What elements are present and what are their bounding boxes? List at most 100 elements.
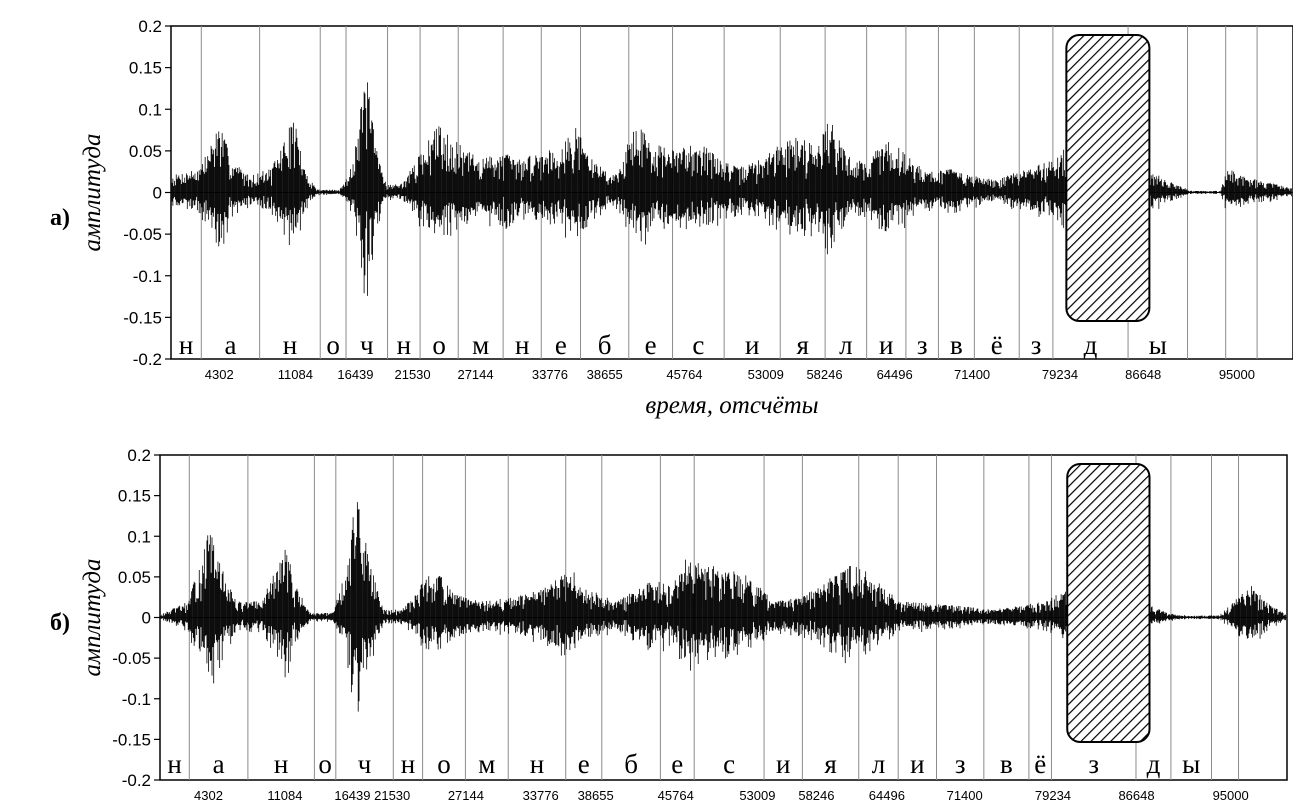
chart-panel-a: 0.20.150.10.050-0.05-0.1-0.15-0.2 н а н о ч н о…	[50, 17, 1293, 419]
x-tick-label-3: 27144	[448, 788, 484, 803]
x-tick-label-10: 64496	[877, 367, 913, 382]
panel-label: а)	[50, 205, 70, 231]
x-tick-label-6: 45764	[658, 788, 694, 803]
y-tick-label-8: -0.2	[122, 771, 151, 790]
phoneme-label-21: д	[1084, 330, 1098, 360]
x-tick-label-5: 33776	[532, 367, 568, 382]
phoneme-label-7: м	[472, 330, 489, 360]
phoneme-label-1: а	[224, 330, 236, 360]
x-tick-label-9: 64496	[869, 788, 905, 803]
phoneme-label-19: ё	[991, 330, 1003, 360]
phoneme-label-14: я	[796, 330, 808, 360]
phoneme-label-16: и	[879, 330, 893, 360]
phoneme-label-12: с	[692, 330, 704, 360]
phoneme-label-4: ч	[360, 330, 374, 360]
y-tick-label-0: 0.2	[138, 17, 162, 36]
y-tick-label-3: 0.05	[118, 568, 151, 587]
x-tick-label-0: 4302	[205, 367, 234, 382]
x-tick-label-12: 79234	[1042, 367, 1078, 382]
y-tick-label-0: 0.2	[127, 446, 151, 465]
y-tick-label-1: 0.15	[129, 59, 162, 78]
phoneme-label-8: н	[530, 749, 544, 779]
phoneme-label-10: б	[598, 330, 612, 360]
y-tick-label-6: -0.1	[133, 267, 162, 286]
phoneme-label-22: ы	[1149, 330, 1167, 360]
x-tick-label-7: 45764	[666, 367, 702, 382]
y-tick-label-7: -0.15	[112, 730, 151, 749]
x-tick-label-4: 33776	[523, 788, 559, 803]
x-tick-label-8: 58246	[798, 788, 834, 803]
y-tick-label-5: -0.05	[123, 225, 162, 244]
phoneme-label-9: е	[578, 749, 590, 779]
y-tick-label-8: -0.2	[133, 350, 162, 369]
phoneme-label-0: н	[167, 749, 181, 779]
highlighted-segment-box	[1066, 463, 1151, 743]
y-tick-label-7: -0.15	[123, 308, 162, 327]
x-tick-label-3: 21530	[394, 367, 430, 382]
y-tick-label-5: -0.05	[112, 649, 151, 668]
phoneme-label-22: ы	[1182, 749, 1200, 779]
x-tick-label-13: 95000	[1213, 788, 1249, 803]
y-tick-label-6: -0.1	[122, 690, 151, 709]
phoneme-label-11: е	[671, 749, 683, 779]
phoneme-label-13: и	[776, 749, 790, 779]
panel-label: б)	[50, 610, 70, 636]
phoneme-label-2: н	[274, 749, 288, 779]
phoneme-label-3: о	[318, 749, 332, 779]
phoneme-label-15: л	[839, 330, 852, 360]
x-tick-label-10: 71400	[947, 788, 983, 803]
x-tick-label-7: 53009	[739, 788, 775, 803]
x-tick-label-2: 16439 21530	[334, 788, 410, 803]
y-tick-label-3: 0.05	[129, 142, 162, 161]
phoneme-label-18: в	[1000, 749, 1013, 779]
x-tick-label-14: 95000	[1219, 367, 1255, 382]
phoneme-label-21: д	[1147, 749, 1161, 779]
phoneme-label-3: о	[326, 330, 340, 360]
x-tick-label-11: 71400	[954, 367, 990, 382]
y-axis-label: амплитуда	[79, 559, 106, 677]
phoneme-label-11: е	[645, 330, 657, 360]
y-tick-label-1: 0.15	[118, 487, 151, 506]
phoneme-label-5: н	[397, 330, 411, 360]
highlighted-segment-box	[1065, 34, 1151, 322]
y-tick-label-2: 0.1	[138, 100, 162, 119]
x-tick-label-5: 38655	[578, 788, 614, 803]
phoneme-label-17: з	[955, 749, 966, 779]
x-axis-label: время, отсчёты	[645, 392, 818, 419]
phoneme-label-12: с	[723, 749, 735, 779]
phoneme-label-0: н	[179, 330, 193, 360]
phoneme-label-10: б	[624, 749, 638, 779]
phoneme-label-16: и	[910, 749, 924, 779]
x-tick-label-9: 58246	[806, 367, 842, 382]
phoneme-label-9: е	[555, 330, 567, 360]
phoneme-label-13: и	[745, 330, 759, 360]
phoneme-label-20: з	[1031, 330, 1042, 360]
phoneme-label-4: ч	[358, 749, 372, 779]
phoneme-label-20: з	[1088, 749, 1099, 779]
x-tick-label-8: 53009	[748, 367, 784, 382]
x-tick-label-12: 86648	[1118, 788, 1154, 803]
phoneme-label-17: з	[917, 330, 928, 360]
phoneme-label-14: я	[824, 749, 836, 779]
phoneme-label-5: н	[401, 749, 415, 779]
phoneme-label-8: н	[515, 330, 529, 360]
x-tick-label-2: 16439	[337, 367, 373, 382]
x-tick-label-1: 11084	[278, 367, 313, 382]
x-tick-label-11: 79234	[1035, 788, 1071, 803]
y-tick-label-4: 0	[142, 609, 151, 628]
phoneme-label-6: о	[437, 749, 451, 779]
phoneme-label-2: н	[283, 330, 297, 360]
x-tick-label-13: 86648	[1125, 367, 1161, 382]
y-tick-label-2: 0.1	[127, 527, 151, 546]
y-tick-label-4: 0	[153, 184, 162, 203]
phoneme-label-7: м	[478, 749, 495, 779]
x-tick-label-6: 38655	[587, 367, 623, 382]
phoneme-label-1: а	[213, 749, 225, 779]
x-tick-label-4: 27144	[457, 367, 493, 382]
x-tick-label-0: 4302	[194, 788, 223, 803]
chart-panel-b: 0.20.150.10.050-0.05-0.1-0.15-0.2н а н о ч н о…	[50, 446, 1288, 803]
y-axis-label: амплитуда	[79, 134, 106, 252]
phoneme-label-18: в	[950, 330, 963, 360]
phoneme-label-19: ё	[1034, 749, 1046, 779]
